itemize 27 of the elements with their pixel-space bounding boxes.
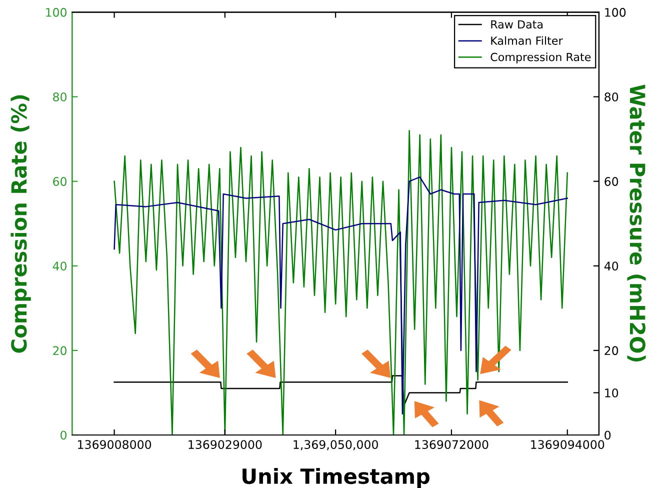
y2-tick-label: 80 xyxy=(604,92,618,102)
legend-label: Kalman Filter xyxy=(491,36,563,45)
x-tick-label: 1369072000 xyxy=(415,440,488,450)
legend-label: Compression Rate xyxy=(490,52,591,64)
y-tick-label: 80 xyxy=(53,92,67,102)
y2-tick-label: 40 xyxy=(604,262,618,271)
y2-tick-label: 60 xyxy=(604,177,618,186)
y2-tick-label: 10 xyxy=(605,388,618,398)
x-tick-label: 1,369,050,000 xyxy=(294,440,378,450)
y2-tick-label: 0 xyxy=(604,430,611,440)
line-series xyxy=(114,176,568,414)
y-axis-title: Compression Rate (%) xyxy=(10,95,31,353)
y-tick-label: 60 xyxy=(53,177,67,186)
y2-tick-label: 100 xyxy=(605,8,626,17)
y-tick-label: 40 xyxy=(52,262,67,271)
y-tick-label: 0 xyxy=(60,430,67,440)
line-series xyxy=(114,375,568,406)
line-series xyxy=(114,130,568,436)
x-tick-label: 1369094000 xyxy=(531,440,604,450)
legend-label: Raw Data xyxy=(491,20,543,29)
x-tick-label: 1369029000 xyxy=(188,440,262,450)
y-tick-label: 20 xyxy=(53,346,67,356)
y2-tick-label: 20 xyxy=(604,346,618,356)
y-tick-label: 100 xyxy=(46,8,67,17)
y2-axis-title: Water Pressure (mH2O) xyxy=(627,84,646,362)
x-axis-title: Unix Timestamp xyxy=(242,468,430,488)
x-tick-label: 1369008000 xyxy=(78,440,152,450)
